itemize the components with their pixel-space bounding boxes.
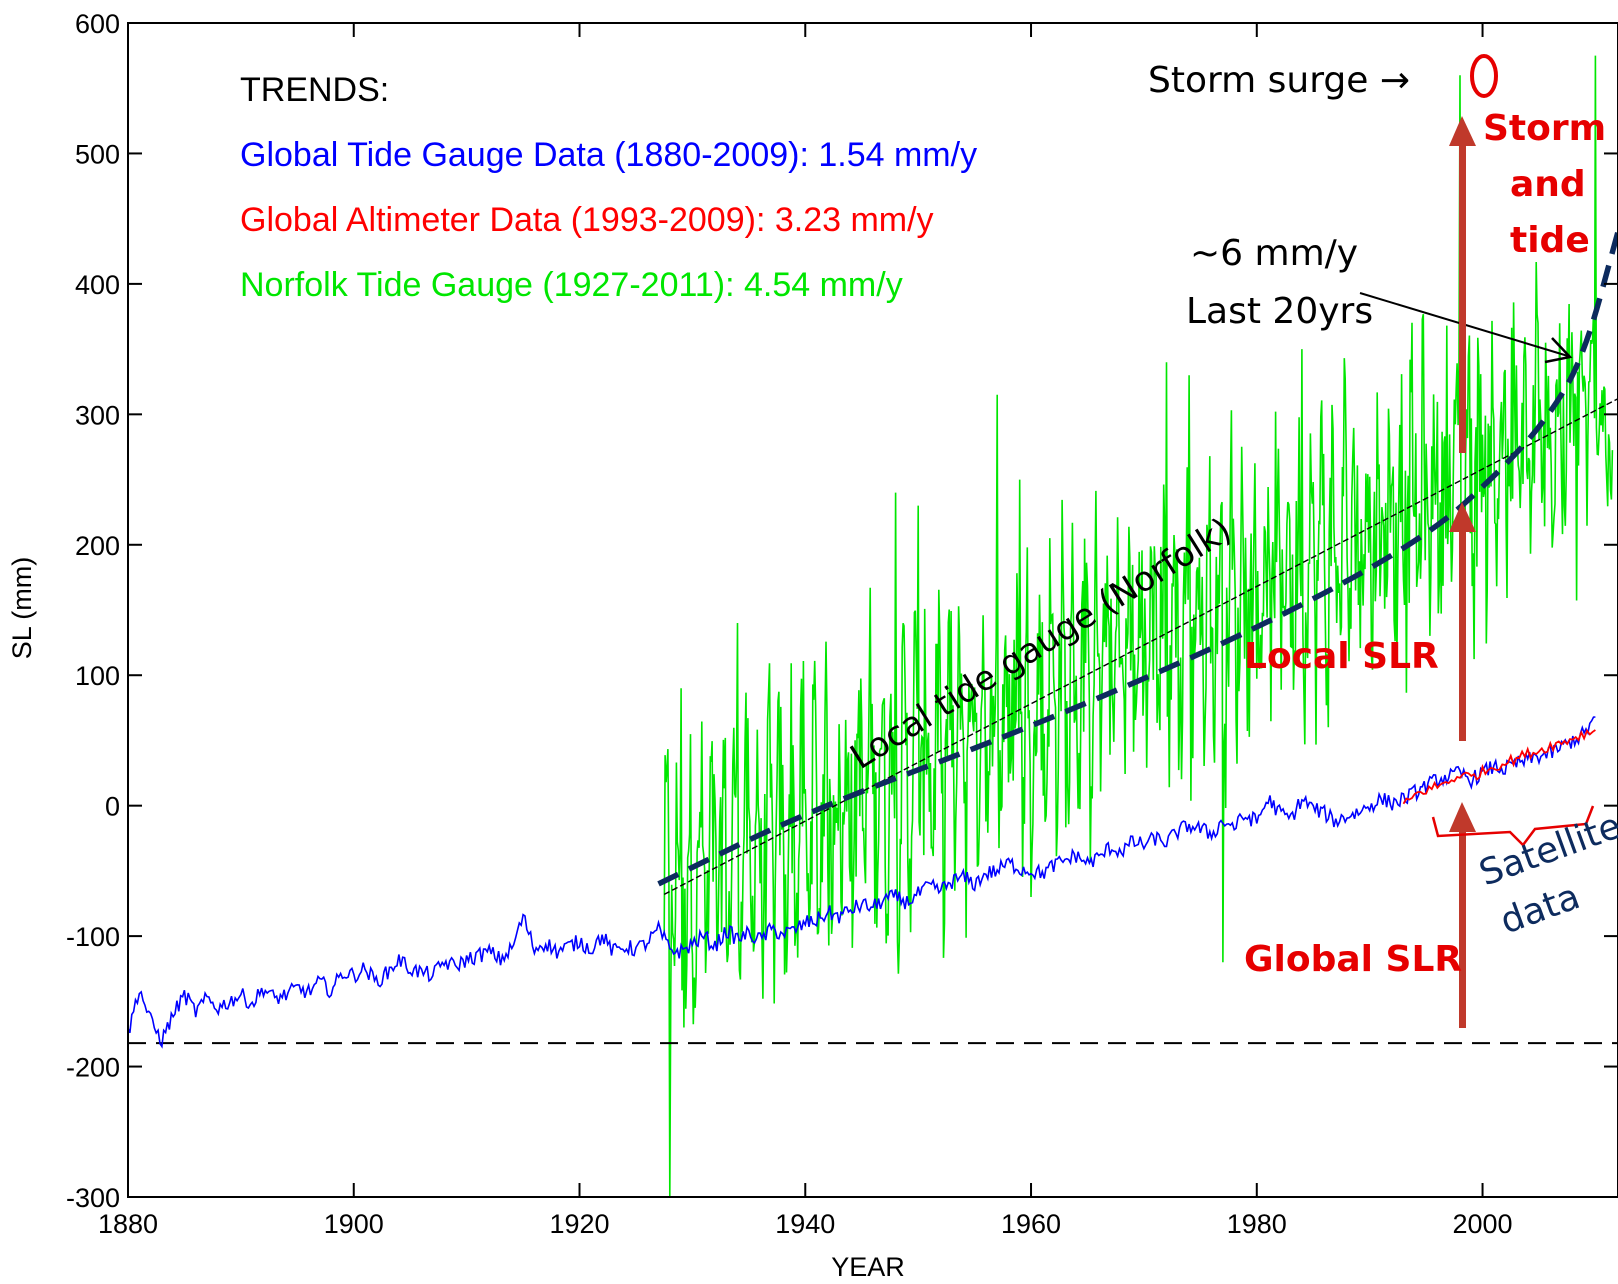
axes-frame: [127, 22, 1618, 1198]
global-arrow-head: [1449, 802, 1476, 832]
axes: 1880 1900 1920 1940 1960 1980 2000 60050040030…: [7, 9, 1618, 1282]
plot-layer: [128, 55, 1618, 1197]
x-axis-title: YEAR: [831, 1252, 905, 1282]
storm-and-tide-line-1: Storm: [1483, 108, 1606, 149]
series-global-tide-gauge-line: [128, 716, 1596, 1049]
x-tick-label: 2000: [1453, 1209, 1513, 1239]
x-axis-ticks: 1880 1900 1920 1940 1960 1980 2000: [98, 23, 1513, 1239]
storm-arrow-shaft: [1459, 138, 1466, 453]
series-norfolk-tide-gauge-line: [663, 55, 1614, 1197]
x-tick-label: 1940: [775, 1209, 835, 1239]
global-arrow-shaft: [1459, 824, 1466, 1028]
legend-title: TRENDS:: [240, 71, 389, 109]
legend: TRENDS: Global Tide Gauge Data (1880-200…: [240, 71, 977, 304]
legend-entry-global-tide-gauge: Global Tide Gauge Data (1880-2009): 1.54…: [240, 136, 977, 174]
y-tick-label: -200: [66, 1053, 120, 1083]
local-arrow-head: [1449, 502, 1476, 532]
global-slr-label: Global SLR: [1244, 939, 1462, 980]
storm-surge-marker: [1470, 54, 1498, 98]
legend-entry-norfolk-tide-gauge: Norfolk Tide Gauge (1927-2011): 4.54 mm/…: [240, 266, 903, 304]
recent-rate-line-2: Last 20yrs: [1186, 291, 1373, 332]
satellite-bracket: [1431, 805, 1595, 847]
storm-arrow-head: [1449, 116, 1476, 146]
storm-and-tide-line-2: and: [1510, 164, 1586, 205]
legend-entry-global-altimeter: Global Altimeter Data (1993-2009): 3.23 …: [240, 201, 934, 239]
local-arrow-shaft: [1459, 524, 1466, 741]
series-global-altimeter-line: [1402, 728, 1596, 805]
norfolk-accelerating-trend-curve: [657, 230, 1618, 887]
storm-surge-label: Storm surge →: [1148, 60, 1410, 101]
y-axis-ticks: 600 500 400 300 200 100 0 -100 -200 -300: [66, 9, 1618, 1213]
y-tick-label: 500: [75, 139, 120, 169]
y-tick-label: -100: [66, 922, 120, 952]
y-tick-label: 600: [75, 9, 120, 39]
x-tick-label: 1920: [549, 1209, 609, 1239]
norfolk-linear-trend: [663, 398, 1618, 896]
y-tick-label: 100: [75, 661, 120, 691]
y-tick-label: 400: [75, 270, 120, 300]
y-tick-label: 0: [105, 792, 120, 822]
recent-rate-pointer-head: [1544, 337, 1573, 364]
y-tick-label: -300: [66, 1183, 120, 1213]
y-axis-title: SL (mm): [7, 557, 37, 660]
local-slr-label: Local SLR: [1244, 636, 1439, 677]
x-tick-label: 1980: [1227, 1209, 1287, 1239]
storm-and-tide-line-3: tide: [1510, 220, 1590, 261]
y-tick-label: 200: [75, 531, 120, 561]
x-tick-label: 1880: [98, 1209, 158, 1239]
x-tick-label: 1960: [1001, 1209, 1061, 1239]
recent-rate-line-1: ~6 mm/y: [1190, 233, 1358, 274]
x-tick-label: 1900: [324, 1209, 384, 1239]
y-tick-label: 300: [75, 400, 120, 430]
